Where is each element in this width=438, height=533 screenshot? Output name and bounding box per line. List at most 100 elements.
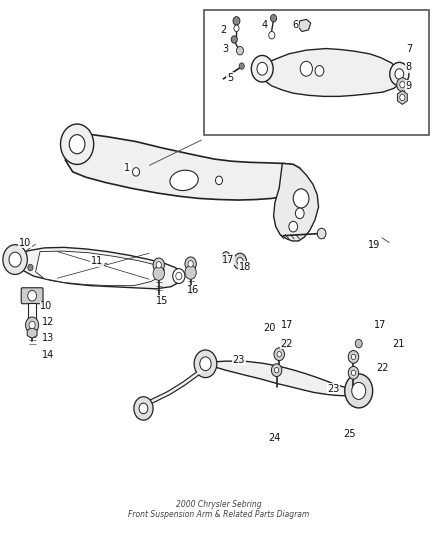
Text: 2: 2 bbox=[220, 25, 226, 35]
Circle shape bbox=[269, 31, 275, 39]
Text: 23: 23 bbox=[327, 384, 339, 394]
Circle shape bbox=[185, 265, 196, 279]
Circle shape bbox=[277, 352, 282, 357]
Text: 22: 22 bbox=[377, 362, 389, 373]
Circle shape bbox=[153, 258, 164, 272]
Circle shape bbox=[274, 348, 285, 361]
FancyBboxPatch shape bbox=[204, 10, 428, 135]
Circle shape bbox=[348, 367, 359, 379]
Circle shape bbox=[69, 135, 85, 154]
Circle shape bbox=[400, 82, 405, 88]
Circle shape bbox=[315, 66, 324, 76]
Text: 3: 3 bbox=[223, 44, 229, 53]
Text: 8: 8 bbox=[406, 62, 412, 72]
Polygon shape bbox=[274, 164, 318, 241]
Circle shape bbox=[188, 261, 193, 267]
Circle shape bbox=[257, 62, 268, 75]
Circle shape bbox=[233, 253, 247, 269]
Text: 13: 13 bbox=[42, 333, 54, 343]
Circle shape bbox=[231, 36, 237, 43]
Circle shape bbox=[153, 266, 164, 280]
Polygon shape bbox=[9, 247, 182, 289]
Circle shape bbox=[233, 17, 240, 25]
Text: 17: 17 bbox=[280, 320, 293, 330]
Circle shape bbox=[352, 382, 366, 399]
Circle shape bbox=[60, 124, 94, 165]
Circle shape bbox=[281, 340, 288, 348]
Ellipse shape bbox=[170, 170, 198, 191]
Circle shape bbox=[390, 62, 409, 86]
Circle shape bbox=[173, 269, 185, 284]
Circle shape bbox=[293, 189, 309, 208]
Bar bbox=[28, 303, 36, 320]
Text: 20: 20 bbox=[263, 322, 276, 333]
Text: 12: 12 bbox=[42, 317, 54, 327]
Circle shape bbox=[395, 69, 404, 79]
Polygon shape bbox=[205, 361, 359, 395]
Circle shape bbox=[28, 290, 36, 301]
Text: 11: 11 bbox=[91, 256, 103, 266]
Circle shape bbox=[156, 262, 161, 268]
Circle shape bbox=[234, 25, 239, 31]
Circle shape bbox=[28, 264, 33, 271]
Circle shape bbox=[351, 370, 356, 375]
Polygon shape bbox=[27, 328, 37, 338]
Text: 5: 5 bbox=[227, 73, 233, 83]
Text: 24: 24 bbox=[268, 433, 281, 443]
Text: 23: 23 bbox=[233, 354, 245, 365]
Text: 17: 17 bbox=[222, 255, 234, 264]
Circle shape bbox=[176, 272, 182, 280]
Circle shape bbox=[25, 317, 39, 333]
FancyBboxPatch shape bbox=[21, 288, 43, 304]
Circle shape bbox=[251, 55, 273, 82]
Circle shape bbox=[289, 221, 297, 232]
Circle shape bbox=[275, 368, 279, 373]
Circle shape bbox=[239, 63, 244, 69]
Circle shape bbox=[134, 397, 153, 420]
Text: 10: 10 bbox=[18, 238, 31, 247]
Polygon shape bbox=[397, 91, 407, 104]
Circle shape bbox=[237, 46, 244, 55]
Text: 4: 4 bbox=[262, 20, 268, 30]
Circle shape bbox=[139, 403, 148, 414]
Text: 21: 21 bbox=[392, 338, 404, 349]
Text: 6: 6 bbox=[292, 20, 298, 30]
Text: 10: 10 bbox=[40, 301, 53, 311]
Circle shape bbox=[317, 228, 326, 239]
Circle shape bbox=[271, 14, 277, 22]
Circle shape bbox=[133, 167, 140, 176]
Circle shape bbox=[29, 321, 35, 329]
Circle shape bbox=[194, 350, 217, 377]
Circle shape bbox=[215, 176, 223, 184]
Text: 18: 18 bbox=[239, 262, 251, 271]
Polygon shape bbox=[35, 251, 164, 286]
Circle shape bbox=[351, 354, 356, 360]
Circle shape bbox=[400, 94, 405, 101]
Text: 1: 1 bbox=[124, 163, 131, 173]
Text: 14: 14 bbox=[42, 350, 54, 360]
Text: 15: 15 bbox=[156, 296, 169, 306]
Polygon shape bbox=[298, 19, 311, 31]
Circle shape bbox=[397, 78, 408, 92]
Circle shape bbox=[345, 374, 373, 408]
Circle shape bbox=[295, 208, 304, 219]
Circle shape bbox=[348, 351, 359, 364]
Text: 25: 25 bbox=[344, 429, 356, 439]
Polygon shape bbox=[256, 49, 403, 96]
Circle shape bbox=[300, 61, 312, 76]
Text: 7: 7 bbox=[406, 44, 412, 53]
Circle shape bbox=[355, 340, 362, 348]
Text: 19: 19 bbox=[368, 240, 380, 250]
Polygon shape bbox=[65, 135, 300, 200]
Text: 2000 Chrysler Sebring
Front Suspension Arm & Related Parts Diagram: 2000 Chrysler Sebring Front Suspension A… bbox=[128, 499, 310, 519]
Circle shape bbox=[237, 257, 243, 265]
Circle shape bbox=[200, 357, 211, 370]
Text: 16: 16 bbox=[187, 286, 199, 295]
Text: 22: 22 bbox=[280, 338, 293, 349]
Circle shape bbox=[223, 252, 230, 260]
Text: 17: 17 bbox=[374, 320, 387, 330]
Circle shape bbox=[3, 245, 27, 274]
Text: 9: 9 bbox=[406, 81, 412, 91]
Circle shape bbox=[272, 364, 282, 376]
Circle shape bbox=[9, 252, 21, 267]
